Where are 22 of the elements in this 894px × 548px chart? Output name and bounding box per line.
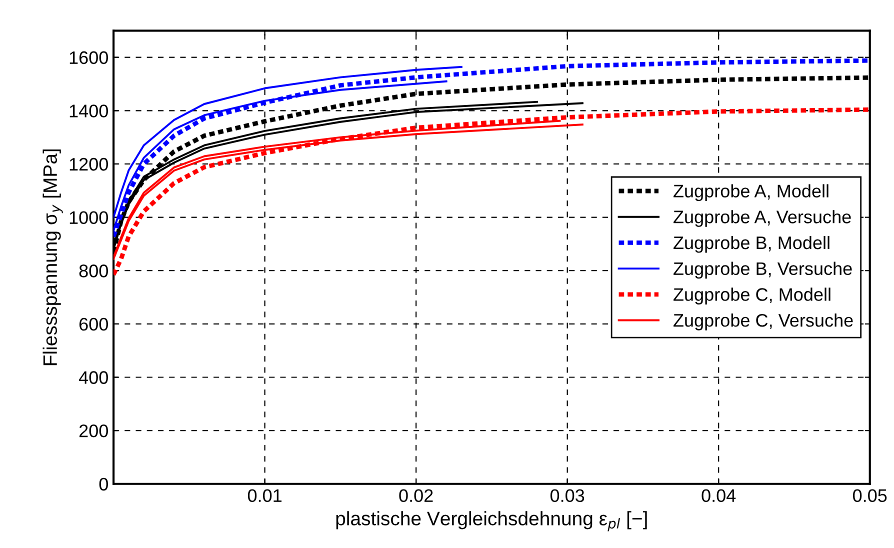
legend-label: Zugprobe C, Modell [674,288,830,304]
legend-label: Zugprobe A, Modell [674,184,828,202]
y-tick-label: 600 [79,318,108,331]
y-axis-title: Fliessspannung σ$_{y}$ [MPa] [42,149,63,366]
y-tick-label: 1200 [70,158,108,171]
y-tick-label: 1400 [70,104,108,118]
legend-label: Zugprobe B, Modell [674,236,830,253]
legend-label: Zugprobe B, Versuche [674,262,852,279]
y-tick-label: 1000 [70,211,108,224]
x-tick-label: 0.03 [550,489,584,502]
legend-label: Zugprobe C, Versuche [674,314,853,330]
y-tick-label: 400 [78,371,108,384]
x-tick-label: 0.02 [399,489,433,502]
x-tick-label: 0.05 [853,489,887,502]
x-tick-label: 0.04 [702,489,736,502]
y-tick-label: 200 [79,424,108,438]
x-axis-title: plastische Vergleichsdehnung ε$_{pl}$ [−] [336,511,647,532]
y-tick-label: 0 [99,478,108,491]
y-tick-label: 800 [79,264,108,278]
legend-label: Zugprobe A, Versuche [674,210,851,227]
x-tick-label: 0.01 [248,489,282,502]
y-tick-label: 1600 [70,51,108,64]
